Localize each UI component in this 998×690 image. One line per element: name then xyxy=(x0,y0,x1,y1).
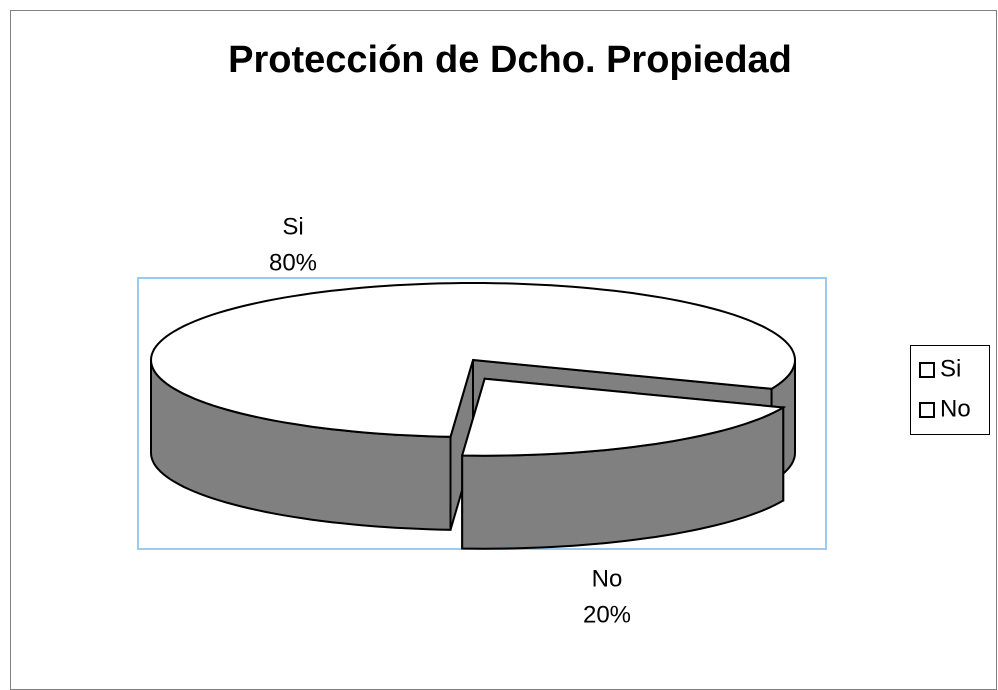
legend-label: No xyxy=(940,395,971,422)
data-label-value: 80% xyxy=(269,249,317,276)
legend-swatch xyxy=(919,402,935,418)
pie-slice xyxy=(460,377,787,457)
data-label-category: No xyxy=(592,565,623,592)
data-label-category: Si xyxy=(282,213,303,240)
chart-title: Protección de Dcho. Propiedad xyxy=(228,39,792,81)
data-label-value: 20% xyxy=(583,601,631,628)
legend-label: Si xyxy=(940,355,961,382)
legend xyxy=(910,345,990,435)
pie-slice xyxy=(149,282,797,438)
legend-swatch xyxy=(919,362,935,378)
